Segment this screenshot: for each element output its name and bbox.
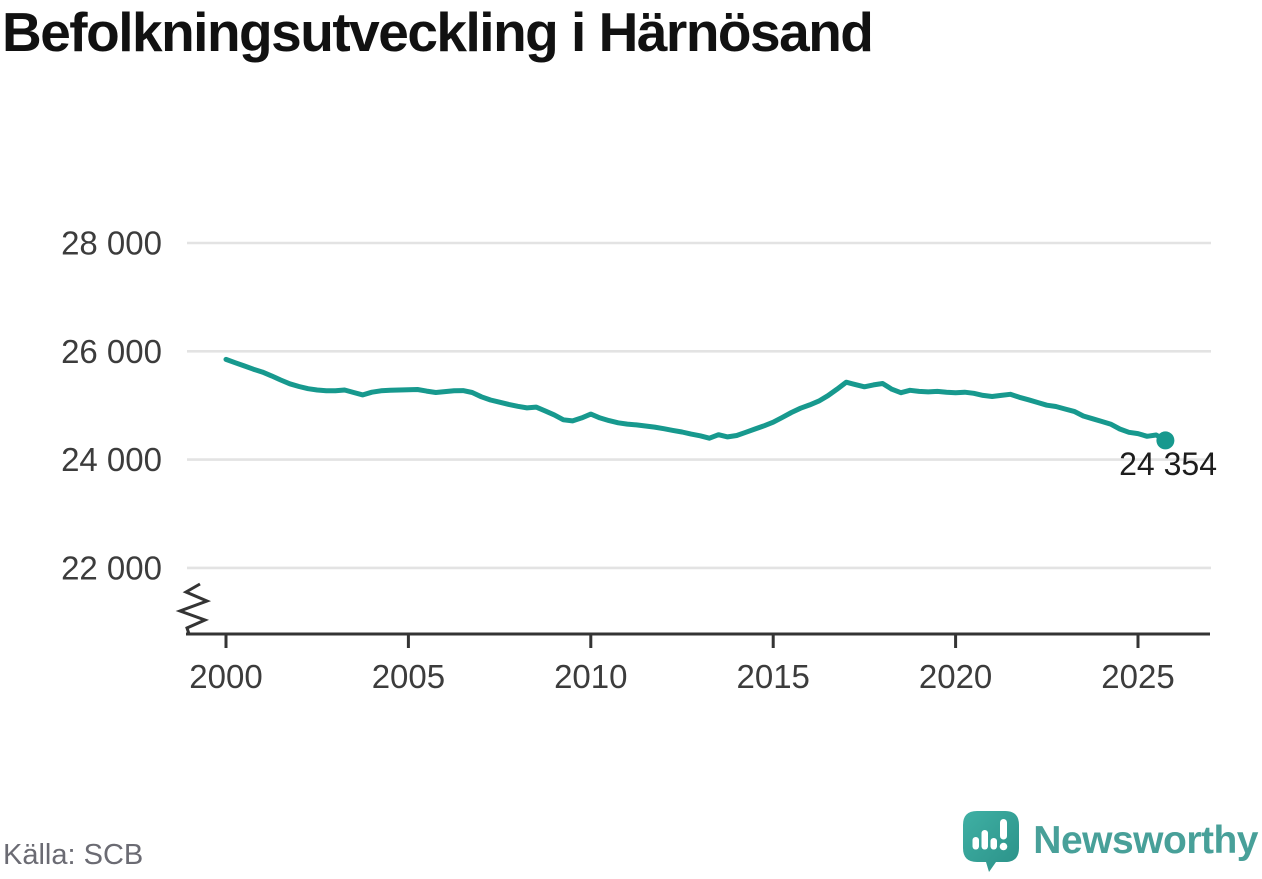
- y-tick-label: 24 000: [61, 441, 162, 478]
- x-tick-label: 2015: [736, 658, 809, 695]
- x-tick-label: 2025: [1101, 658, 1174, 695]
- series-end-dot: [1156, 431, 1175, 450]
- y-tick-label: 22 000: [61, 549, 162, 586]
- source-label: Källa: SCB: [3, 839, 144, 871]
- y-axis-labels: 28 000 26 000 24 000 22 000: [61, 225, 162, 587]
- x-tick-label: 2005: [372, 658, 445, 695]
- x-axis-ticks: [224, 634, 1140, 648]
- brand-name: Newsworthy: [1033, 819, 1258, 862]
- y-tick-label: 26 000: [61, 333, 162, 370]
- series-end-value-label: 24 354: [1119, 446, 1217, 482]
- exclamation-glyph: [999, 819, 1008, 851]
- x-tick-label: 2000: [189, 658, 262, 695]
- chart-title: Befolkningsutveckling i Härnösand: [2, 1, 874, 63]
- gridlines: [187, 241, 1211, 570]
- axis-break-zigzag-icon: [175, 582, 212, 635]
- x-tick-label: 2010: [554, 658, 627, 695]
- bar-chart-glyph: [972, 830, 998, 850]
- y-tick-label: 28 000: [61, 225, 162, 262]
- newsworthy-chart-bubble-icon: [963, 811, 1020, 872]
- newsworthy-logo: Newsworthy: [962, 810, 1258, 872]
- x-tick-label: 2020: [919, 658, 992, 695]
- x-axis-labels: 2000 2005 2010 2015 2020 2025: [189, 658, 1174, 695]
- population-line-series: [223, 356, 1168, 443]
